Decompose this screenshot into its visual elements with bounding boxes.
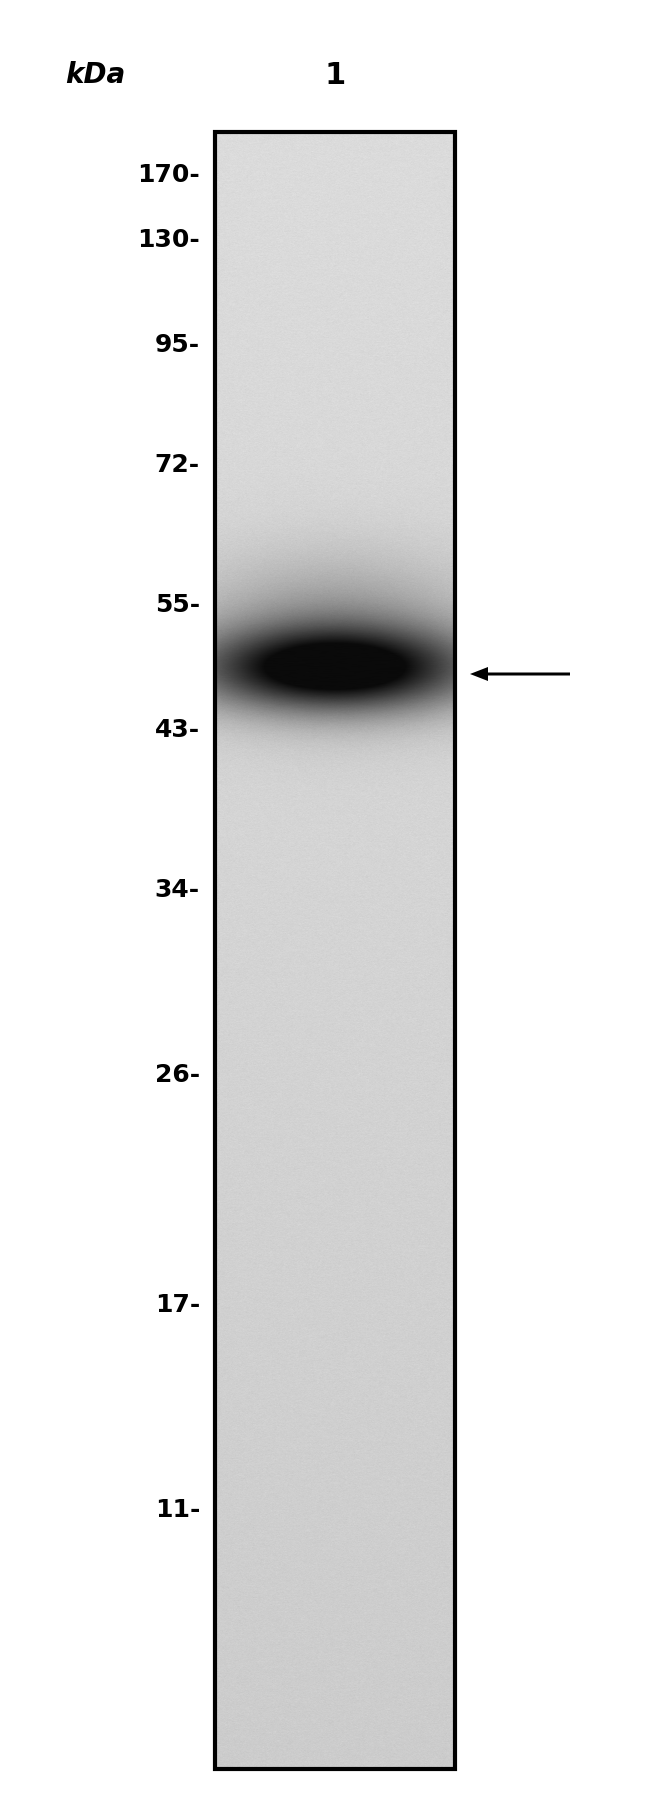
Text: 26-: 26- bbox=[155, 1063, 200, 1087]
FancyArrow shape bbox=[470, 668, 570, 682]
Text: 130-: 130- bbox=[137, 227, 200, 253]
Bar bbox=[215, 134, 455, 1769]
Text: 34-: 34- bbox=[155, 877, 200, 901]
Text: 1: 1 bbox=[324, 60, 346, 90]
Text: 170-: 170- bbox=[137, 162, 200, 188]
Text: 43-: 43- bbox=[155, 718, 200, 742]
Text: 72-: 72- bbox=[155, 453, 200, 477]
Text: 55-: 55- bbox=[155, 592, 200, 617]
Text: 17-: 17- bbox=[155, 1292, 200, 1316]
Text: 95-: 95- bbox=[155, 332, 200, 357]
Text: 11-: 11- bbox=[155, 1496, 200, 1522]
Text: kDa: kDa bbox=[65, 61, 125, 88]
